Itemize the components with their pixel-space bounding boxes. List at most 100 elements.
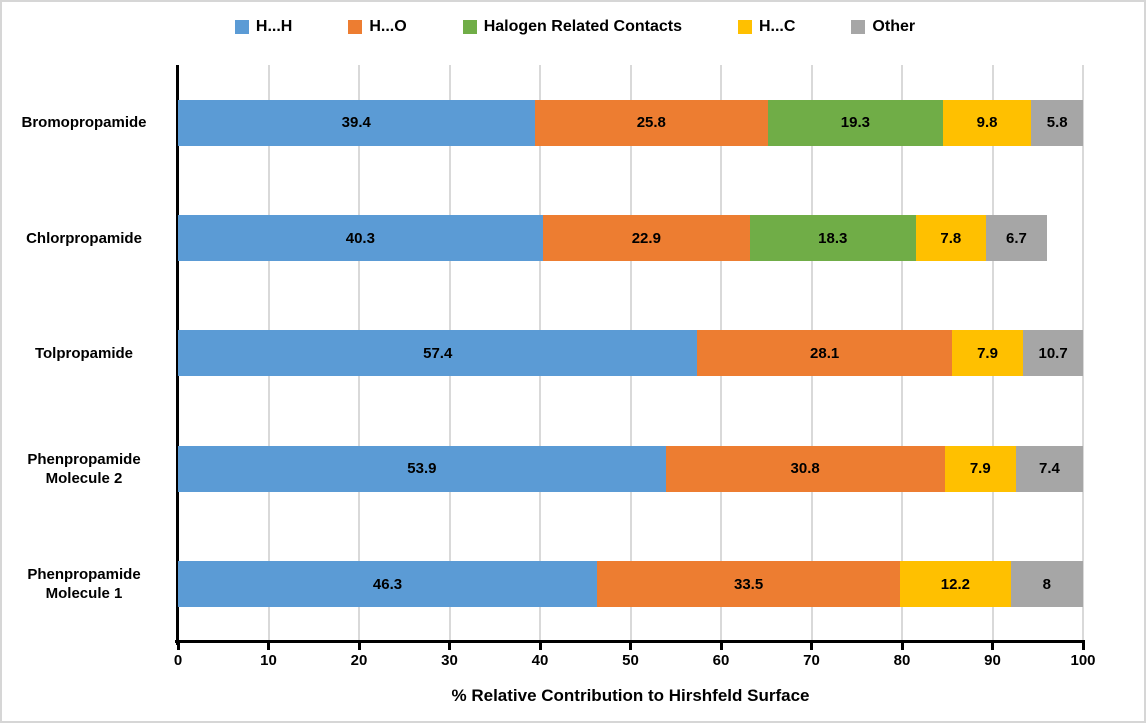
y-axis-line — [176, 65, 179, 645]
stacked-bar: 46.3 33.5 12.2 8 — [178, 561, 1083, 608]
category-label: Bromopropamide — [2, 65, 166, 180]
bar-segment-value: 10.7 — [1038, 344, 1068, 362]
bar-segment-h-c: 7.9 — [944, 445, 1016, 492]
x-axis-tick — [176, 643, 180, 650]
bar-segment-value: 7.9 — [977, 344, 998, 362]
bar-segment-value: 7.9 — [969, 460, 991, 478]
category-label-line: Phenpropamide — [27, 450, 141, 468]
category-label: Tolpropamide — [2, 296, 166, 411]
x-axis-title: % Relative Contribution to Hirshfeld Sur… — [451, 686, 810, 705]
bar-segment-other: 5.8 — [1031, 99, 1083, 146]
plot-area: Bromopropamide 39.4 25.8 19.3 9.8 5.8 Chlorpro… — [2, 65, 1144, 642]
stacked-bar: 40.3 22.9 18.3 7.8 6.7 — [178, 215, 1047, 262]
chart-row-phenpropamide-molecule-2: Phenpropamide Molecule 2 53.9 30.8 7.9 7.4 — [2, 411, 1144, 526]
gridline — [1082, 65, 1084, 642]
category-label-line: Phenpropamide — [27, 566, 141, 584]
stacked-bar: 57.4 28.1 7.9 10.7 — [178, 330, 1083, 377]
bar-segment-value: 28.1 — [810, 344, 840, 362]
legend-label: Other — [872, 18, 916, 35]
legend-item-halogen-related-contacts: Halogen Related Contacts — [462, 18, 682, 36]
category-label-line: Tolpropamide — [34, 344, 134, 362]
legend-swatch-icon — [737, 20, 752, 34]
category-label-line: Bromopropamide — [21, 114, 147, 132]
bar-segment-value: 57.4 — [423, 344, 453, 362]
category-label-line: Chlorpropamide — [26, 229, 142, 247]
bar-segment-h-c: 9.8 — [942, 99, 1032, 146]
x-axis-tick — [719, 643, 723, 650]
bar-segment-value: 39.4 — [341, 114, 371, 132]
chart-row-bromopropamide: Bromopropamide 39.4 25.8 19.3 9.8 5.8 — [2, 65, 1144, 180]
category-label: Phenpropamide Molecule 1 — [2, 527, 166, 642]
bar-segment-value: 9.8 — [976, 114, 998, 132]
x-axis-tick — [1081, 643, 1085, 650]
x-axis-tick — [448, 643, 451, 650]
bar-segment-value: 53.9 — [407, 460, 437, 478]
x-axis-tick-label: 10 — [260, 652, 277, 669]
bar-segment-value: 30.8 — [790, 460, 820, 478]
chart-row-chlorpropamide: Chlorpropamide 40.3 22.9 18.3 7.8 6.7 — [2, 180, 1144, 295]
x-axis-tick-label: 20 — [350, 652, 368, 669]
category-label: Chlorpropamide — [2, 180, 166, 295]
x-axis-tick — [900, 643, 904, 650]
bar-segment-h-o: 30.8 — [665, 445, 945, 492]
x-axis-tick — [629, 643, 632, 650]
bar-segment-other: 7.4 — [1016, 445, 1083, 492]
chart-row-tolpropamide: Tolpropamide 57.4 28.1 7.9 10.7 — [2, 296, 1144, 411]
x-axis-tick-label: 100 — [1070, 652, 1096, 669]
bar-segment-value: 6.7 — [1006, 229, 1027, 247]
bar-segment-value: 5.8 — [1046, 114, 1068, 132]
x-axis-tick-label: 30 — [441, 652, 458, 669]
bar-segment-value: 25.8 — [636, 114, 666, 132]
category-label: Phenpropamide Molecule 2 — [2, 411, 166, 526]
x-axis-tick — [357, 643, 361, 650]
x-axis-tick — [991, 643, 994, 650]
bar-segment-h-o: 22.9 — [542, 215, 750, 262]
legend-item-h-h: H...H — [234, 18, 293, 36]
bar-segment-h-c: 7.8 — [915, 215, 987, 262]
bar-segment-value: 46.3 — [372, 575, 403, 593]
x-axis-tick-label: 50 — [622, 652, 639, 669]
bar-segment-h-h: 40.3 — [178, 215, 543, 262]
bar-segment-other: 6.7 — [986, 215, 1047, 262]
x-axis-tick — [810, 643, 813, 650]
bar-segment-h-o: 28.1 — [697, 330, 952, 377]
x-axis-tick-label: 70 — [803, 652, 820, 669]
bar-segment-other: 10.7 — [1023, 330, 1083, 377]
stacked-bar: 39.4 25.8 19.3 9.8 5.8 — [178, 99, 1083, 146]
bar-segment-h-h: 39.4 — [178, 99, 535, 146]
bar-segment-value: 40.3 — [345, 229, 375, 247]
x-axis-tick — [267, 643, 270, 650]
bar-segment-h-o: 25.8 — [534, 99, 769, 146]
bar-segment-h-o: 33.5 — [597, 561, 901, 608]
stacked-bar: 53.9 30.8 7.9 7.4 — [178, 445, 1083, 492]
bar-segment-h-h: 53.9 — [178, 445, 666, 492]
x-axis-tick-label: 80 — [893, 652, 911, 669]
bar-segment-value: 19.3 — [840, 114, 870, 132]
bar-segment-h-c: 7.9 — [951, 330, 1024, 377]
category-label-line: Molecule 1 — [45, 585, 123, 603]
bar-segment-value: 12.2 — [940, 575, 970, 593]
legend-item-h-c: H...C — [737, 18, 796, 36]
bar-segment-value: 18.3 — [818, 229, 848, 247]
bar-segment-value: 33.5 — [733, 575, 764, 593]
bar-segment-h-h: 46.3 — [178, 561, 597, 608]
legend-label: H...O — [369, 18, 407, 35]
x-axis-tick-label: 60 — [712, 652, 730, 669]
bar-segment-halogen-related-contacts: 18.3 — [749, 215, 916, 262]
bar-segment-h-h: 57.4 — [178, 330, 698, 377]
legend-item-h-o: H...O — [348, 18, 407, 36]
bar-segment-h-c: 12.2 — [900, 561, 1011, 608]
legend-swatch-icon — [234, 20, 249, 34]
legend-label: H...C — [758, 18, 796, 35]
x-axis-line — [175, 640, 1085, 643]
bar-segment-value: 22.9 — [631, 229, 661, 247]
bar-segment-value: 7.8 — [940, 229, 962, 247]
bar-segment-value: 7.4 — [1039, 460, 1060, 478]
chart-row-phenpropamide-molecule-1: Phenpropamide Molecule 1 46.3 33.5 12.2 8 — [2, 527, 1144, 642]
legend: H...H H...O Halogen Related Contacts H...C O… — [2, 18, 1144, 36]
legend-swatch-icon — [462, 20, 477, 34]
category-label-line: Molecule 2 — [45, 469, 123, 487]
x-axis-tick — [538, 643, 542, 650]
legend-label: H...H — [255, 18, 293, 35]
